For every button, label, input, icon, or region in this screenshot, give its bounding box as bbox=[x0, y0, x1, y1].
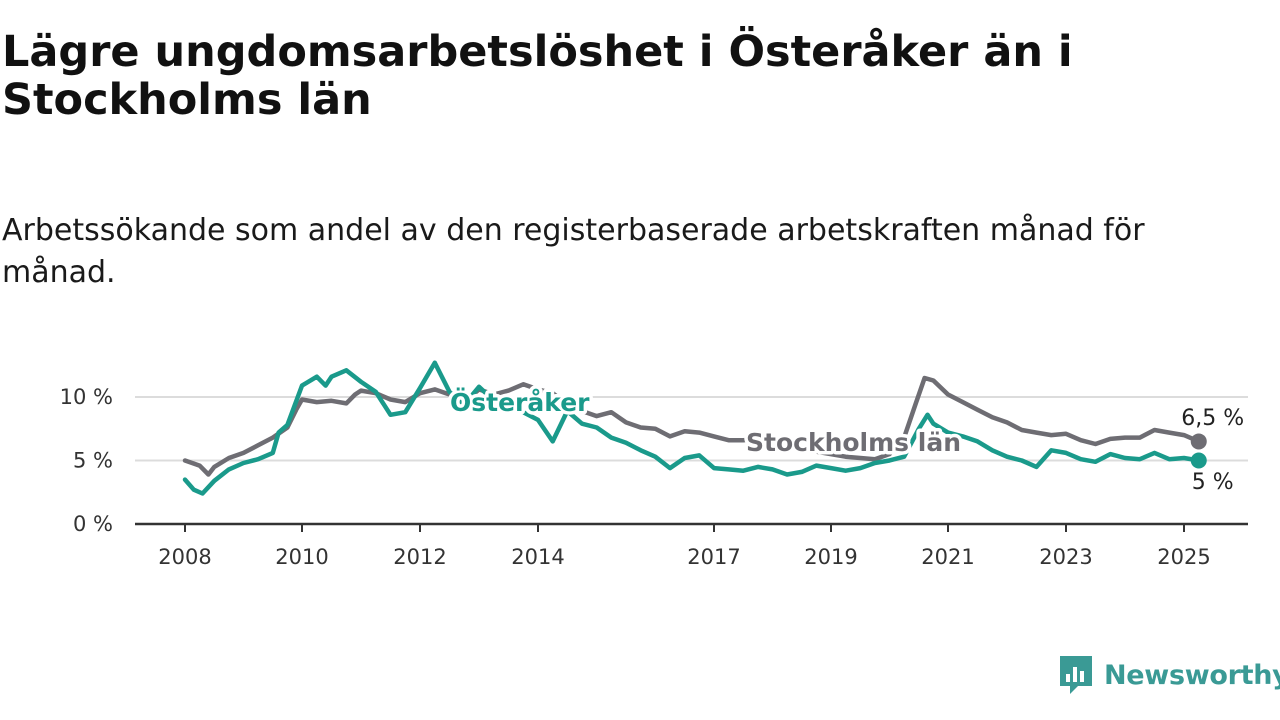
series-end-point-1 bbox=[1190, 452, 1207, 469]
x-tick-label: 2023 bbox=[1039, 545, 1092, 569]
chart-title: Lägre ungdomsarbetslöshet i Österåker än… bbox=[2, 27, 1073, 125]
series-end-label-0: 6,5 % bbox=[1181, 406, 1244, 431]
x-tick-label: 2014 bbox=[511, 545, 564, 569]
series-end-point-0 bbox=[1190, 433, 1207, 450]
series-line-1 bbox=[182, 360, 1202, 496]
x-tick-label: 2021 bbox=[921, 545, 974, 569]
line-chart: 0 % 5 % 10 % 2008 2010 2012 2014 2017 2019 2021 20… bbox=[60, 360, 1248, 569]
x-tick-label: 2012 bbox=[393, 545, 446, 569]
series-end-label-1: 5 % bbox=[1192, 470, 1234, 495]
series-label-1: Österåker bbox=[450, 387, 590, 417]
y-tick-label: 5 % bbox=[73, 449, 113, 473]
x-tick-label: 2010 bbox=[275, 545, 328, 569]
series-label-0: Stockholms län bbox=[746, 428, 961, 457]
series-line-0 bbox=[182, 375, 1202, 477]
x-tick-label: 2008 bbox=[158, 545, 211, 569]
newsworthy-logo: Newsworthy bbox=[1058, 654, 1280, 696]
x-tick-label: 2019 bbox=[804, 545, 857, 569]
y-tick-label: 0 % bbox=[73, 512, 113, 536]
x-tick-label: 2025 bbox=[1157, 545, 1210, 569]
chart-subtitle: Arbetssökande som andel av den registerb… bbox=[2, 213, 1145, 290]
brand-name: Newsworthy bbox=[1104, 659, 1280, 691]
y-tick-label: 10 % bbox=[60, 385, 113, 409]
newsworthy-logo-icon bbox=[1060, 656, 1092, 694]
x-tick-label: 2017 bbox=[687, 545, 740, 569]
